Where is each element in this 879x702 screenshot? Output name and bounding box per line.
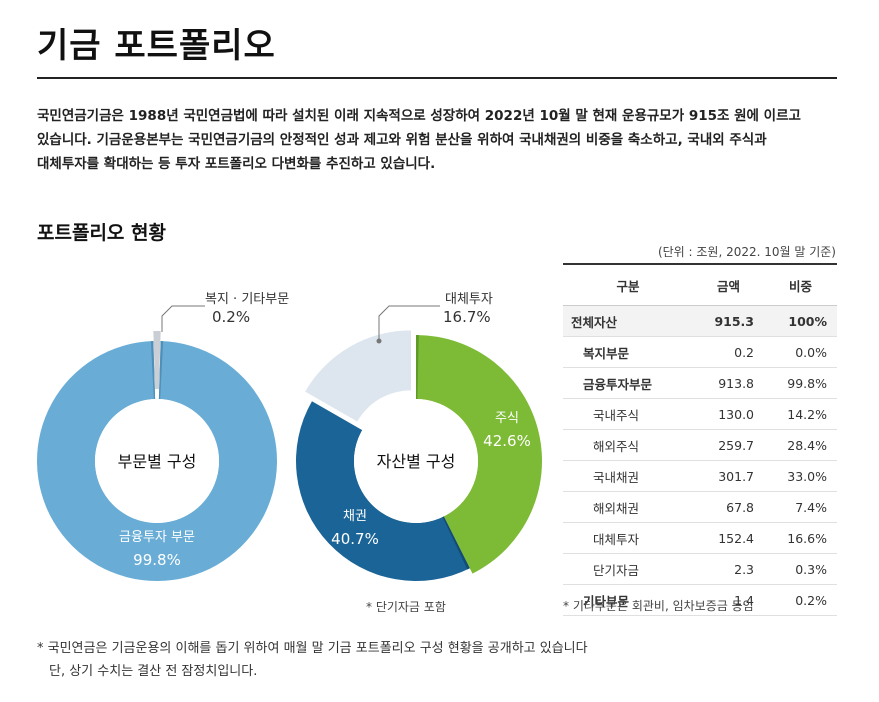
row-ratio: 14.2% — [764, 398, 837, 430]
row-category: 해외채권 — [563, 491, 693, 523]
table-note: * 기타부문은 회관비, 임차보증금 등임 — [563, 599, 754, 613]
asset-pie-note: * 단기자금 포함 — [366, 600, 446, 614]
footnote-line: 단, 상기 수치는 결산 전 잠정치입니다. — [49, 664, 258, 679]
row-ratio: 16.6% — [764, 522, 837, 554]
slice-label-financial: 금융투자 부문 — [119, 530, 195, 545]
table-row: 국내주식 130.0 14.2% — [563, 398, 837, 430]
row-amount: 259.7 — [692, 429, 765, 461]
row-ratio: 0.2% — [764, 584, 837, 616]
header-ratio: 비중 — [764, 264, 837, 306]
table-row: 단기자금 2.3 0.3% — [563, 553, 837, 585]
slice-label-stock: 주식 — [495, 411, 519, 426]
row-amount: 0.2 — [692, 336, 765, 368]
table-row: 해외채권 67.8 7.4% — [563, 491, 837, 523]
intro-line: 있습니다. 기금운용본부는 국민연금기금의 안정적인 성과 제고와 위험 분산을… — [37, 132, 767, 148]
row-category: 국내주식 — [563, 398, 693, 430]
leader-line — [161, 305, 205, 332]
pie-slice-financial — [36, 341, 277, 581]
pie-slice-edge — [416, 335, 419, 400]
row-amount: 130.0 — [692, 398, 765, 430]
slice-value-alternative: 16.7% — [443, 308, 491, 326]
row-ratio: 33.0% — [764, 460, 837, 492]
pie-center-label: 자산별 구성 — [377, 452, 456, 471]
row-category: 전체자산 — [563, 305, 693, 337]
leader-line — [378, 305, 440, 341]
page-title: 기금 포트폴리오 — [37, 26, 276, 66]
row-amount: 301.7 — [692, 460, 765, 492]
intro-line: 대체투자를 확대하는 등 투자 포트폴리오 다변화를 추진하고 있습니다. — [37, 156, 436, 172]
intro-line: 국민연금기금은 1988년 국민연금법에 따라 설치된 이래 지속적으로 성장하… — [37, 108, 801, 124]
table-row: 금융투자부문 913.8 99.8% — [563, 367, 837, 399]
pie-slice-alternative — [305, 330, 411, 422]
portfolio-table: 구분 금액 비중 전체자산 915.3 100% 복지부문 0.2 0.0% 금융투자부문 9… — [563, 263, 837, 616]
row-category: 기타부문 — [563, 584, 693, 616]
pie-hole — [95, 399, 219, 523]
header-amount: 금액 — [692, 264, 765, 306]
table-row: 해외주식 259.7 28.4% — [563, 429, 837, 461]
slice-value-welfare: 0.2% — [212, 308, 250, 326]
row-category: 단기자금 — [563, 553, 693, 585]
header-category: 구분 — [563, 264, 693, 306]
pie-slice-stock — [416, 335, 542, 574]
row-category: 복지부문 — [563, 336, 693, 368]
pie-slice-welfare — [153, 331, 161, 390]
row-category: 국내채권 — [563, 460, 693, 492]
table-row: 전체자산 915.3 100% — [563, 305, 837, 337]
pie-slice-edge — [158, 341, 164, 400]
row-amount: 67.8 — [692, 491, 765, 523]
pie-slice-edge — [150, 341, 156, 400]
pie-center-label: 부문별 구성 — [118, 452, 197, 471]
title-divider — [37, 77, 837, 79]
slice-label-bond: 채권 — [343, 509, 367, 524]
table-body: 전체자산 915.3 100% 복지부문 0.2 0.0% 금융투자부문 913.8 99.8%… — [563, 305, 837, 616]
portfolio-table-wrap: 구분 금액 비중 전체자산 915.3 100% 복지부문 0.2 0.0% 금융투자부문 9… — [563, 263, 837, 616]
row-category: 금융투자부문 — [563, 367, 693, 399]
row-amount: 1.4 — [692, 584, 765, 616]
row-ratio: 0.3% — [764, 553, 837, 585]
table-row: 기타부문 1.4 0.2% — [563, 584, 837, 616]
row-ratio: 100% — [764, 305, 837, 337]
row-category: 해외주식 — [563, 429, 693, 461]
pie-slice-alternative-group — [305, 330, 411, 422]
unit-note: (단위 : 조원, 2022. 10월 말 기준) — [657, 245, 836, 259]
slice-label-welfare: 복지 · 기타부문 — [205, 292, 289, 307]
table-header-row: 구분 금액 비중 — [563, 264, 837, 306]
slice-value-bond: 40.7% — [331, 530, 379, 548]
section-title: 포트폴리오 현황 — [37, 222, 166, 244]
row-amount: 2.3 — [692, 553, 765, 585]
slice-label-alternative: 대체투자 — [445, 292, 493, 307]
intro-paragraph: 국민연금기금은 1988년 국민연금법에 따라 설치된 이래 지속적으로 성장하… — [37, 104, 837, 176]
pie-slice-edge — [442, 516, 470, 570]
pie-slice-bond — [295, 401, 470, 581]
row-amount: 152.4 — [692, 522, 765, 554]
row-ratio: 7.4% — [764, 491, 837, 523]
footnote: * 국민연금은 기금운용의 이해를 돕기 위하여 매월 말 기금 포트폴리오 구… — [37, 637, 588, 683]
table-row: 대체투자 152.4 16.6% — [563, 522, 837, 554]
pie-slice-welfare-group — [153, 331, 161, 390]
row-ratio: 99.8% — [764, 367, 837, 399]
row-amount: 915.3 — [692, 305, 765, 337]
table-row: 복지부문 0.2 0.0% — [563, 336, 837, 368]
row-category: 대체투자 — [563, 522, 693, 554]
pie-hole — [354, 399, 478, 523]
row-ratio: 0.0% — [764, 336, 837, 368]
slice-value-stock: 42.6% — [483, 432, 531, 450]
row-amount: 913.8 — [692, 367, 765, 399]
table-row: 국내채권 301.7 33.0% — [563, 460, 837, 492]
slice-value-financial: 99.8% — [133, 551, 181, 569]
footnote-line: * 국민연금은 기금운용의 이해를 돕기 위하여 매월 말 기금 포트폴리오 구… — [37, 641, 588, 656]
row-ratio: 28.4% — [764, 429, 837, 461]
